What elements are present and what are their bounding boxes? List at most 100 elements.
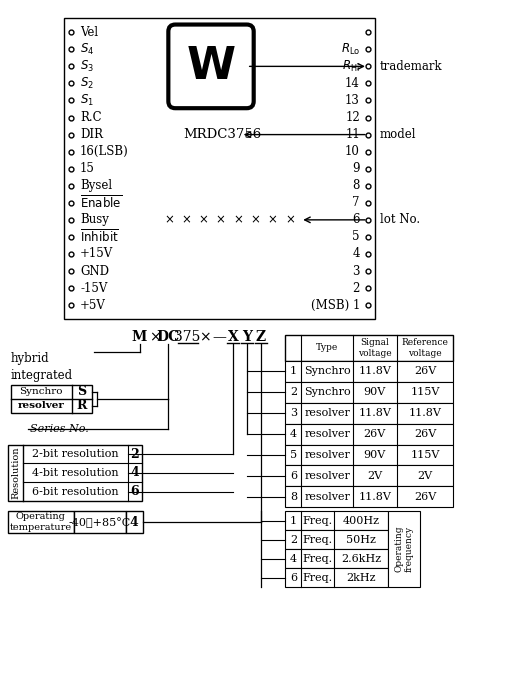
Text: 3: 3 [290,408,297,418]
Text: 15: 15 [80,162,95,175]
Text: $\times$  $\times$  $\times$  $\times$  $\times$  $\times$  $\times$  $\times$: $\times$ $\times$ $\times$ $\times$ $\ti… [164,213,296,226]
Text: Y: Y [242,330,252,344]
Text: 6-bit resolution: 6-bit resolution [32,487,119,497]
Text: resolver: resolver [304,471,350,481]
Text: 2: 2 [290,535,297,545]
Text: 3: 3 [353,265,360,278]
Text: Type: Type [316,343,338,353]
FancyBboxPatch shape [168,24,253,108]
Text: 12: 12 [345,111,360,124]
Text: 2V: 2V [367,471,382,481]
Text: 400Hz: 400Hz [343,516,379,526]
Text: 8: 8 [290,492,297,502]
Text: Freq.: Freq. [302,573,333,582]
Text: 4: 4 [130,466,139,479]
Text: Reference
voltage: Reference voltage [402,338,448,357]
FancyBboxPatch shape [7,511,74,533]
Text: 26V: 26V [414,492,436,502]
Text: DC: DC [157,330,180,344]
Text: resolver: resolver [304,492,350,502]
Text: 6: 6 [353,213,360,226]
Text: Z: Z [256,330,266,344]
Text: Busy: Busy [80,213,109,226]
Text: resolver: resolver [18,401,65,410]
Text: resolver: resolver [304,429,350,439]
Text: Freq.: Freq. [302,516,333,526]
Text: 2: 2 [130,447,139,460]
Text: 115V: 115V [410,387,440,397]
Text: Synchro: Synchro [304,387,350,397]
Text: +5V: +5V [80,299,106,311]
FancyBboxPatch shape [286,382,453,403]
FancyBboxPatch shape [286,335,453,361]
Text: 90V: 90V [364,387,386,397]
FancyBboxPatch shape [74,511,125,533]
FancyBboxPatch shape [286,486,453,507]
FancyBboxPatch shape [286,445,453,466]
Text: $R_{\mathrm{Hi}}$: $R_{\mathrm{Hi}}$ [342,59,360,74]
Text: $\times$: $\times$ [199,330,211,344]
Text: 6: 6 [290,471,297,481]
Text: 11: 11 [345,128,360,141]
FancyBboxPatch shape [286,549,388,568]
Text: R.C: R.C [80,111,102,124]
FancyBboxPatch shape [286,511,388,530]
Text: 9: 9 [353,162,360,175]
Text: 26V: 26V [364,429,386,439]
Text: 11.8V: 11.8V [358,366,391,376]
Text: 4: 4 [290,429,297,439]
Text: 6: 6 [130,485,139,498]
Text: W: W [187,45,236,88]
Text: (MSB) 1: (MSB) 1 [310,299,360,311]
Text: Synchro: Synchro [19,387,63,396]
Text: Freq.: Freq. [302,554,333,563]
Text: +15V: +15V [80,248,113,261]
Text: GND: GND [80,265,109,278]
Text: Vel: Vel [80,26,98,39]
Text: 11.8V: 11.8V [358,408,391,418]
FancyBboxPatch shape [64,18,375,319]
Text: M: M [132,330,147,344]
Text: 7: 7 [353,196,360,209]
Text: Signal
voltage: Signal voltage [358,338,392,357]
Text: 14: 14 [345,77,360,90]
Text: $R_{\mathrm{Lo}}$: $R_{\mathrm{Lo}}$ [340,42,360,57]
Text: 2: 2 [290,387,297,397]
Text: 10: 10 [345,145,360,158]
Text: X: X [228,330,238,344]
Text: 2-bit resolution: 2-bit resolution [32,449,119,459]
Text: -40～+85°C: -40～+85°C [69,517,131,527]
Text: Operating
frequency: Operating frequency [394,526,414,572]
Text: 5: 5 [290,450,297,460]
FancyBboxPatch shape [286,530,388,549]
FancyBboxPatch shape [7,445,142,502]
FancyBboxPatch shape [286,403,453,424]
Text: 4: 4 [290,554,297,563]
Text: model: model [380,128,416,141]
Text: 2: 2 [353,282,360,294]
Text: S: S [77,385,86,398]
Text: R: R [77,399,87,412]
Text: 1: 1 [290,366,297,376]
Text: 1: 1 [290,516,297,526]
Text: 4-bit resolution: 4-bit resolution [32,468,119,478]
Text: $\overline{\mathrm{Inhibit}}$: $\overline{\mathrm{Inhibit}}$ [80,229,119,245]
Text: Synchro: Synchro [304,366,350,376]
Text: 8: 8 [353,179,360,192]
Text: Series No.: Series No. [31,424,89,434]
Text: 90V: 90V [364,450,386,460]
Text: lot No.: lot No. [380,213,420,226]
Text: 6: 6 [290,573,297,582]
FancyBboxPatch shape [286,424,453,445]
Text: -15V: -15V [80,282,108,294]
Text: 50Hz: 50Hz [346,535,376,545]
FancyBboxPatch shape [388,511,421,587]
Text: $\times$: $\times$ [149,330,160,344]
Text: 4: 4 [130,516,139,529]
Text: DIR: DIR [80,128,103,141]
Text: 11.8V: 11.8V [408,408,441,418]
Text: MRDC3756: MRDC3756 [183,128,261,141]
Text: —: — [212,330,226,344]
Text: 13: 13 [345,94,360,107]
FancyBboxPatch shape [11,385,92,413]
